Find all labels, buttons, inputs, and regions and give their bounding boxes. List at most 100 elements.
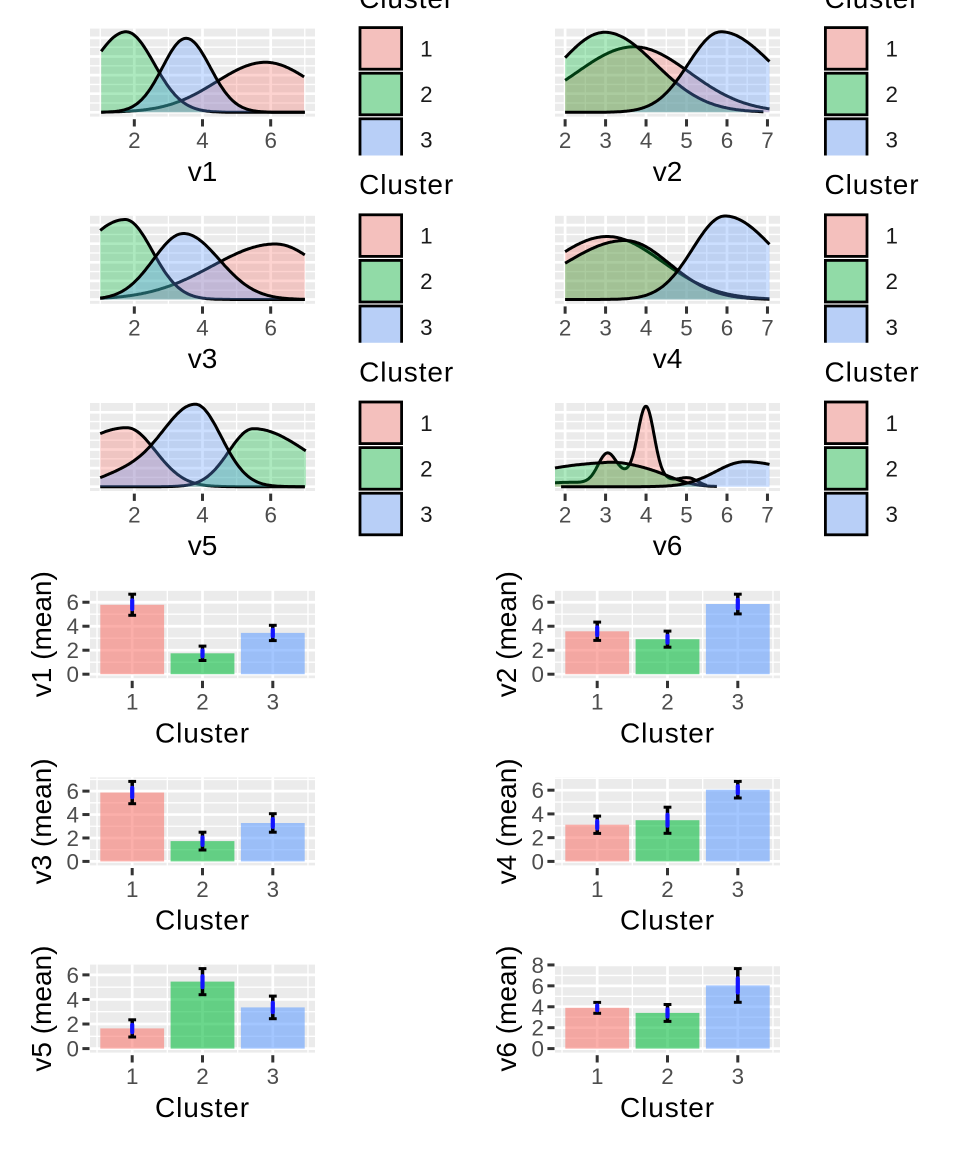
- svg-text:3: 3: [267, 1064, 279, 1089]
- svg-text:6: 6: [721, 128, 733, 153]
- svg-text:v4: v4: [653, 343, 683, 374]
- svg-text:6: 6: [67, 963, 79, 988]
- svg-text:4: 4: [640, 503, 652, 528]
- svg-text:1: 1: [591, 690, 603, 715]
- svg-text:3: 3: [886, 128, 898, 153]
- svg-text:2: 2: [886, 82, 898, 107]
- svg-text:2: 2: [886, 269, 898, 294]
- svg-text:1: 1: [126, 690, 138, 715]
- svg-text:Cluster: Cluster: [825, 356, 920, 387]
- svg-text:2: 2: [661, 690, 673, 715]
- svg-text:1: 1: [591, 1064, 603, 1089]
- svg-text:Cluster: Cluster: [155, 717, 250, 748]
- svg-text:7: 7: [761, 315, 773, 340]
- svg-text:Cluster: Cluster: [825, 0, 920, 14]
- svg-text:Cluster: Cluster: [359, 0, 454, 14]
- svg-text:2: 2: [67, 826, 79, 851]
- svg-text:6: 6: [264, 315, 276, 340]
- svg-text:0: 0: [67, 1037, 79, 1062]
- svg-text:v1: v1: [188, 156, 218, 187]
- svg-text:1: 1: [886, 224, 898, 249]
- svg-text:v3: v3: [188, 343, 218, 374]
- svg-text:2: 2: [196, 877, 208, 902]
- svg-text:v2: v2: [653, 156, 683, 187]
- svg-text:4: 4: [67, 987, 79, 1012]
- svg-text:0: 0: [532, 849, 544, 874]
- svg-text:3: 3: [267, 877, 279, 902]
- svg-text:4: 4: [67, 614, 79, 639]
- svg-text:5: 5: [680, 315, 692, 340]
- svg-text:2: 2: [559, 128, 571, 153]
- svg-text:0: 0: [67, 662, 79, 687]
- svg-text:2: 2: [420, 269, 432, 294]
- svg-text:6: 6: [532, 974, 544, 999]
- svg-text:v3 (mean): v3 (mean): [26, 758, 57, 884]
- svg-text:3: 3: [732, 690, 744, 715]
- svg-text:7: 7: [761, 128, 773, 153]
- svg-text:6: 6: [67, 779, 79, 804]
- svg-text:8: 8: [532, 953, 544, 978]
- svg-text:Cluster: Cluster: [620, 717, 715, 748]
- svg-text:2: 2: [128, 315, 140, 340]
- svg-text:2: 2: [420, 456, 432, 481]
- svg-text:v5: v5: [188, 530, 218, 561]
- svg-text:2: 2: [128, 503, 140, 528]
- svg-text:7: 7: [761, 503, 773, 528]
- svg-text:2: 2: [559, 315, 571, 340]
- svg-text:4: 4: [640, 128, 652, 153]
- svg-text:Cluster: Cluster: [359, 356, 454, 387]
- svg-text:6: 6: [264, 503, 276, 528]
- svg-text:6: 6: [67, 590, 79, 615]
- svg-text:4: 4: [196, 128, 208, 153]
- svg-text:2: 2: [532, 826, 544, 851]
- svg-text:2: 2: [559, 503, 571, 528]
- svg-text:5: 5: [680, 503, 692, 528]
- svg-text:2: 2: [196, 1064, 208, 1089]
- svg-text:4: 4: [640, 315, 652, 340]
- svg-text:3: 3: [732, 1064, 744, 1089]
- svg-text:v2 (mean): v2 (mean): [491, 571, 522, 697]
- svg-text:4: 4: [532, 614, 544, 639]
- svg-text:3: 3: [886, 502, 898, 527]
- svg-text:Cluster: Cluster: [620, 1092, 715, 1123]
- svg-text:3: 3: [420, 502, 432, 527]
- svg-text:5: 5: [680, 128, 692, 153]
- svg-text:2: 2: [886, 456, 898, 481]
- svg-text:1: 1: [420, 224, 432, 249]
- svg-text:1: 1: [420, 36, 432, 61]
- svg-text:3: 3: [599, 128, 611, 153]
- svg-text:Cluster: Cluster: [825, 169, 920, 200]
- svg-text:v5 (mean): v5 (mean): [26, 946, 57, 1072]
- svg-text:Cluster: Cluster: [155, 1092, 250, 1123]
- svg-text:6: 6: [721, 315, 733, 340]
- svg-text:4: 4: [532, 802, 544, 827]
- svg-text:v4 (mean): v4 (mean): [491, 758, 522, 884]
- svg-text:1: 1: [591, 877, 603, 902]
- svg-text:1: 1: [886, 36, 898, 61]
- svg-text:3: 3: [599, 503, 611, 528]
- svg-text:3: 3: [420, 315, 432, 340]
- svg-text:1: 1: [126, 1064, 138, 1089]
- svg-text:1: 1: [886, 411, 898, 436]
- svg-text:3: 3: [732, 877, 744, 902]
- svg-text:3: 3: [886, 315, 898, 340]
- svg-text:6: 6: [532, 778, 544, 803]
- svg-text:3: 3: [267, 690, 279, 715]
- svg-text:2: 2: [67, 1012, 79, 1037]
- svg-text:0: 0: [532, 1037, 544, 1062]
- svg-text:Cluster: Cluster: [359, 169, 454, 200]
- svg-text:6: 6: [721, 503, 733, 528]
- svg-text:1: 1: [420, 411, 432, 436]
- svg-text:6: 6: [264, 128, 276, 153]
- svg-text:6: 6: [532, 590, 544, 615]
- svg-text:0: 0: [67, 849, 79, 874]
- svg-text:3: 3: [420, 128, 432, 153]
- svg-text:4: 4: [196, 503, 208, 528]
- svg-text:4: 4: [196, 315, 208, 340]
- svg-text:2: 2: [661, 1064, 673, 1089]
- svg-text:0: 0: [532, 662, 544, 687]
- svg-text:2: 2: [532, 1016, 544, 1041]
- svg-text:2: 2: [532, 638, 544, 663]
- svg-text:2: 2: [661, 877, 673, 902]
- svg-text:4: 4: [67, 803, 79, 828]
